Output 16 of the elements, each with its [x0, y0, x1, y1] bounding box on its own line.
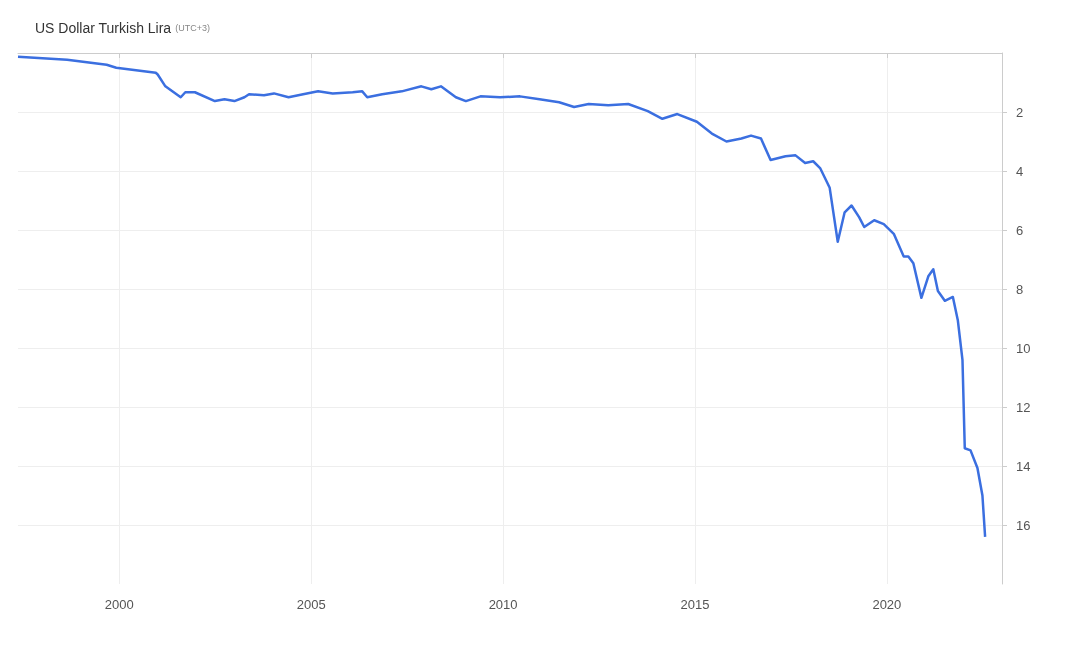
- x-tick-label: 2010: [488, 597, 518, 612]
- x-tick-label: 2005: [296, 597, 326, 612]
- x-tick-label: 2015: [680, 597, 710, 612]
- y-tick-label: 16: [1016, 517, 1031, 533]
- y-tick-label: 14: [1016, 458, 1031, 474]
- x-tick-label: 2000: [104, 597, 134, 612]
- y-tick-label: 8: [1016, 281, 1024, 297]
- y-tick-label: 10: [1016, 340, 1031, 356]
- chart-subtitle: (UTC+3): [175, 23, 211, 33]
- line-series: [16, 55, 987, 539]
- y-tick-label: 4: [1016, 163, 1024, 179]
- y-tick-label: 6: [1016, 222, 1024, 238]
- x-tick-label: 2020: [872, 597, 902, 612]
- chart-title: US Dollar Turkish Lira: [35, 20, 176, 36]
- y-tick-label: 12: [1016, 399, 1031, 415]
- y-tick-label: 2: [1016, 104, 1024, 120]
